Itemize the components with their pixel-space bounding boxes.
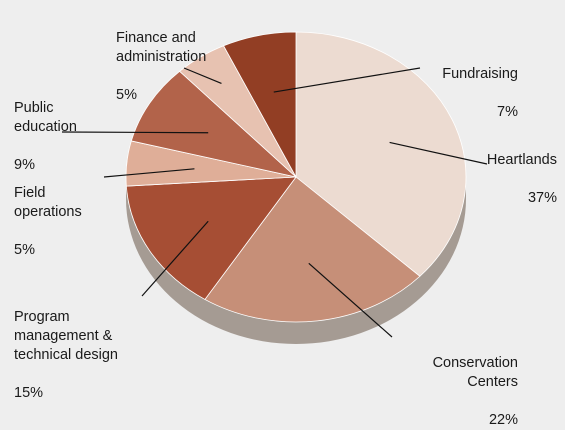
slice-value-program-management: 15% [14,385,44,401]
slice-conservation-centers [204,176,421,323]
label-public-education: Public education 9% [14,80,77,175]
pie-chart: Finance and administration 5% Fundraisin… [14,10,557,428]
slice-label-field-operations: Field operations [14,185,82,220]
label-program-management: Program management & technical design 15… [14,289,118,403]
slice-value-finance-and-administration: 5% [116,87,137,103]
leader-line-conservation-centers [308,262,393,338]
slice-heartlands [295,31,467,277]
slice-program-management-technical-design [125,176,297,300]
label-field-operations: Field operations 5% [14,165,82,260]
slice-label-program-management: Program management & technical design [14,309,118,363]
slice-label-public-education: Public education [14,100,77,135]
slice-value-heartlands: 37% [527,190,557,206]
slice-value-conservation-centers: 22% [488,412,518,428]
slice-label-finance-and-administration: Finance and administration [116,30,207,65]
label-finance-and-administration: Finance and administration 5% [116,10,206,105]
slice-value-public-education: 9% [14,157,35,173]
slice-label-heartlands: Heartlands [486,152,557,168]
slice-fundraising [223,31,297,178]
slice-public-education [130,70,298,178]
pie-chart-canvas [61,31,488,344]
leader-line-program-management-technical-design [141,220,209,297]
leader-line-public-education [61,131,209,134]
label-heartlands: Heartlands 37% [487,132,557,208]
slice-value-field-operations: 5% [14,242,35,258]
label-conservation-centers: Conservation Centers 22% [433,335,518,430]
leader-line-fundraising [273,67,421,93]
label-fundraising: Fundraising 7% [442,46,518,122]
slice-label-conservation-centers: Conservation Centers [432,355,518,390]
slice-value-fundraising: 7% [497,104,518,120]
leader-line-finance-and-administration [183,67,222,85]
slice-label-fundraising: Fundraising [442,66,518,82]
leader-line-heartlands [389,141,488,165]
leader-line-field-operations [103,168,195,178]
